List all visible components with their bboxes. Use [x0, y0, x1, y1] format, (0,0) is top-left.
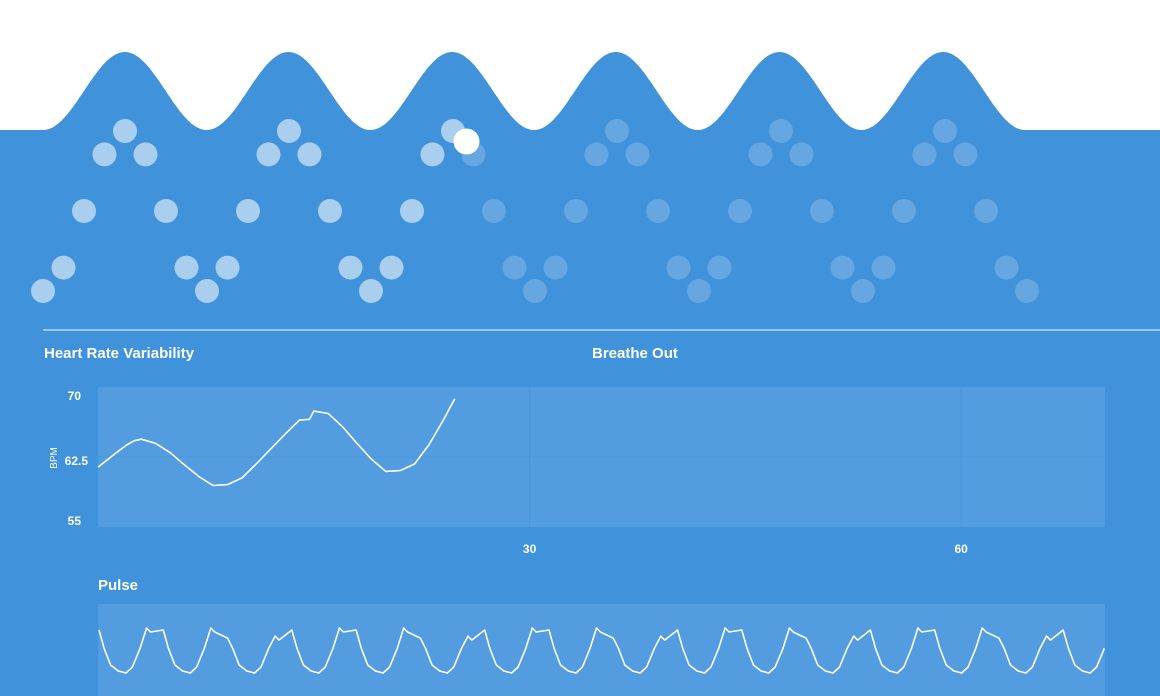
breathing-dot [769, 119, 793, 143]
breathing-dot [666, 255, 691, 280]
breathing-dot [400, 199, 424, 223]
breathing-dot [420, 142, 445, 167]
breathing-dot [810, 199, 834, 223]
hrv-series-line [97, 398, 456, 487]
hrv-xtick-30: 30 [523, 542, 537, 556]
hrv-ytick-55: 55 [68, 514, 82, 528]
breathing-dot [277, 119, 301, 143]
hrv-ytick-70: 70 [68, 389, 82, 403]
breathing-dot [31, 279, 55, 303]
breathing-wave-background [0, 52, 1160, 696]
breathing-dot [543, 255, 568, 280]
breathing-dot [359, 279, 383, 303]
hrv-x-gridlines [529, 387, 962, 527]
breathing-dot [851, 279, 875, 303]
breath-phase-label: Breathe Out [592, 345, 678, 362]
breathing-dot [871, 255, 896, 280]
breathing-dot [584, 142, 609, 167]
breathing-dot [379, 255, 404, 280]
breathing-dot [625, 142, 650, 167]
breathing-dot [72, 199, 96, 223]
breathing-dot [974, 199, 998, 223]
breathing-dot [687, 279, 711, 303]
pulse-chart-title: Pulse [98, 577, 138, 594]
breathing-dot [236, 199, 260, 223]
breathing-dot [174, 255, 199, 280]
breathing-dot [215, 255, 240, 280]
breathing-dot [195, 279, 219, 303]
breathing-dot [728, 199, 752, 223]
breathing-dot [1015, 279, 1039, 303]
breathing-dot [953, 142, 978, 167]
hrv-ytick-62-5: 62.5 [65, 454, 89, 468]
breathing-dot [92, 142, 117, 167]
breathing-dot [933, 119, 957, 143]
breath-progress-indicator [453, 128, 480, 155]
hrv-y-axis-label: BPM [49, 447, 60, 469]
breathing-dot [297, 142, 322, 167]
breathing-dot [256, 142, 281, 167]
breathing-dot [912, 142, 937, 167]
breathing-dot [154, 199, 178, 223]
hrv-chart: 70 62.5 55 BPM 30 60 [49, 387, 1105, 556]
breathing-dot [564, 199, 588, 223]
breathing-dot [789, 142, 814, 167]
hrv-plot-area [98, 387, 1105, 527]
breathing-dots [31, 119, 1039, 303]
breathing-dot [113, 119, 137, 143]
pulse-chart [98, 604, 1106, 696]
breathing-dot [523, 279, 547, 303]
breathing-dot [830, 255, 855, 280]
breathing-dot [646, 199, 670, 223]
breathing-dot [482, 199, 506, 223]
breathing-dot [707, 255, 732, 280]
breathing-dot [338, 255, 363, 280]
breathing-dot [133, 142, 158, 167]
breathing-dot [892, 199, 916, 223]
breathing-dot [502, 255, 527, 280]
breathing-dot [318, 199, 342, 223]
hrv-xtick-60: 60 [954, 542, 968, 556]
breathing-dot [51, 255, 76, 280]
hrv-chart-title: Heart Rate Variability [44, 345, 195, 362]
breathing-dot [605, 119, 629, 143]
breathing-dot [748, 142, 773, 167]
pulse-series-line [98, 627, 1106, 674]
pulse-plot-area [98, 604, 1105, 696]
breathing-dot [994, 255, 1019, 280]
